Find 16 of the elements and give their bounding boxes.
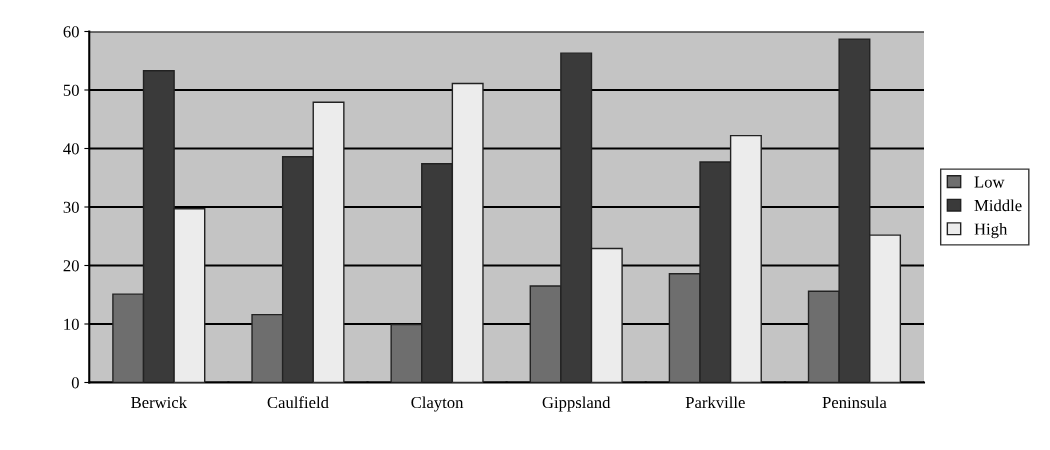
x-tick-label: Peninsula (822, 396, 887, 409)
x-tick-label: Parkville (685, 396, 745, 409)
y-tick-label: 10 (64, 318, 79, 330)
x-tick-label: Caulfield (267, 396, 329, 409)
x-tick-label: Berwick (131, 396, 188, 409)
y-tick-label: 20 (63, 260, 79, 272)
legend-label: Middle (974, 199, 1022, 212)
y-tick-label: 60 (63, 26, 79, 38)
x-tick-label: Gippsland (542, 396, 611, 412)
legend-label: Low (974, 176, 1005, 188)
y-tick-label: 30 (63, 201, 79, 213)
x-tick-label: Clayton (411, 396, 464, 412)
y-tick-label: 50 (63, 84, 79, 96)
y-tick-label: 0 (71, 377, 79, 389)
y-tick-label: 40 (63, 143, 79, 155)
legend-label: High (974, 223, 1008, 239)
